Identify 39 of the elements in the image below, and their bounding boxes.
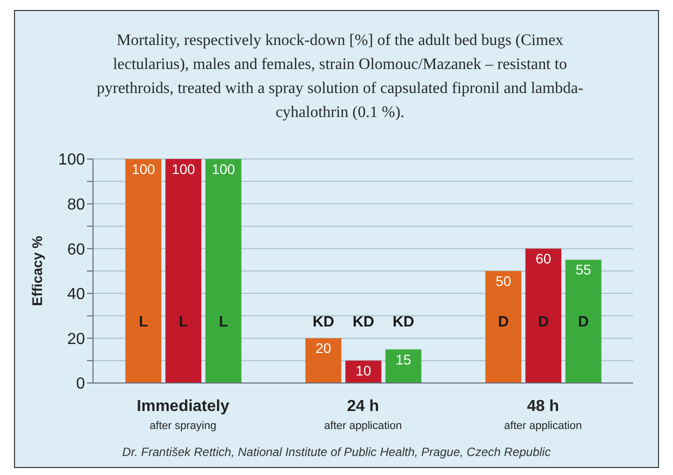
annotation: D [538, 313, 549, 330]
bar [485, 271, 522, 383]
x-tick-label: Immediately after spraying [136, 398, 230, 432]
data-label: 55 [576, 262, 592, 278]
annotation: KD [392, 313, 414, 330]
text: Dr. František Rettich, National Institute of Public Health, Prague, Czech Republic [121, 445, 552, 459]
annotation: L [178, 313, 188, 330]
bar [305, 338, 342, 383]
data-label: 20 [316, 340, 332, 356]
data-label: 100 [212, 160, 236, 177]
bar [525, 248, 562, 383]
bar [205, 159, 242, 383]
bar [345, 360, 382, 383]
data-label: 100 [172, 160, 196, 177]
annotation: KD [312, 313, 334, 330]
bar [565, 260, 602, 383]
annotation: D [578, 313, 589, 330]
chart-title: Mortality, respectively knock-down [%] of the adult bed bugs (Cimex lectularius), males and females, strain Olomouc/Mazanek – resistant to pyrethroids, treated with a spray solution of capsulated fipronil and lambda-cyhalothrin (0.1 %). [96, 31, 584, 123]
bar [385, 349, 422, 383]
bar [165, 159, 202, 383]
bar [125, 159, 162, 383]
data-label: 100 [132, 160, 156, 177]
y-tick-label: 20 [67, 330, 86, 348]
y-tick-label: 40 [67, 286, 86, 304]
x-tick-label: 24 h after application [324, 398, 402, 432]
y-tick-label: 60 [67, 241, 86, 258]
x-tick-label: 48 h after application [504, 398, 582, 432]
y-axis-title: Efficacy % [28, 235, 45, 306]
annotation: KD [352, 313, 374, 330]
annotation: L [138, 313, 148, 330]
data-label: 15 [396, 351, 412, 368]
y-tick-label: 100 [58, 152, 86, 169]
y-tick-label: 80 [67, 196, 86, 214]
annotation: L [218, 313, 228, 330]
y-tick-label: 0 [76, 376, 86, 393]
annotation: D [498, 313, 509, 330]
data-label: 60 [536, 250, 552, 267]
data-label: 10 [356, 362, 372, 379]
data-label: 50 [496, 272, 512, 289]
